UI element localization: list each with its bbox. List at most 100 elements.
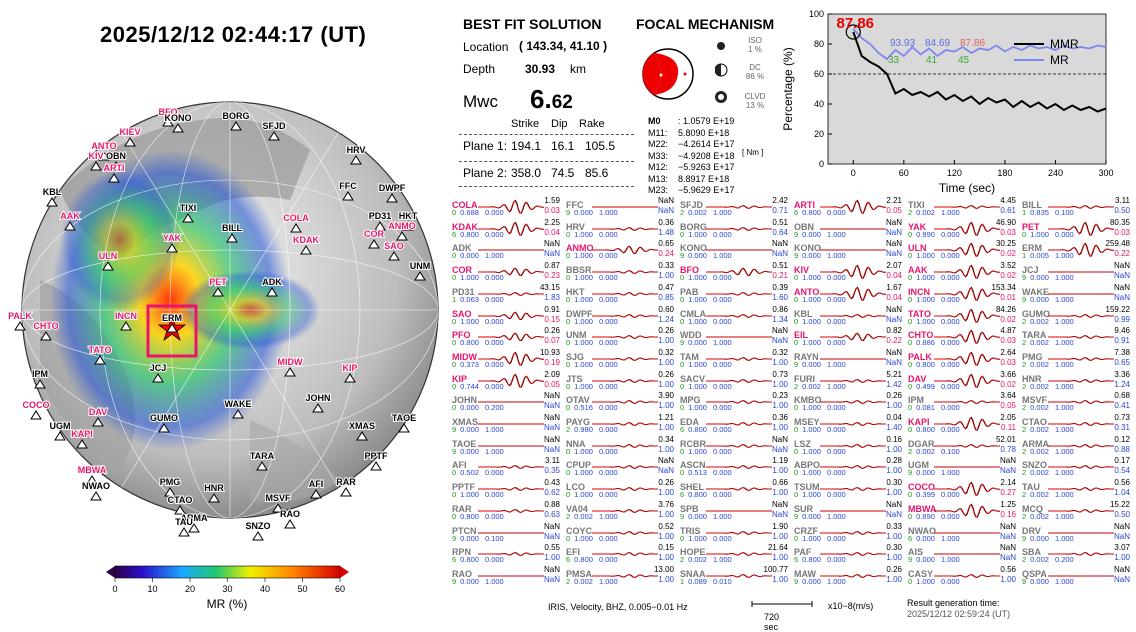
fit-numbers: 2 0.002 1.000 [1022,403,1100,412]
fit-numbers: 2 0.002 1.000 [1022,512,1100,521]
station-triangle-icon [64,221,76,231]
fit-ratio: 1.000 [1054,425,1074,434]
station-code: OTAV [566,395,590,406]
moment-param-row: M12: −5.9263 E+17 [648,162,735,174]
fit-flag: 2 [1022,425,1027,434]
station-triangle-icon [34,379,46,389]
station-triangle-icon [124,137,136,147]
station-label: BFO [159,107,178,117]
amplitude-value: NaN [543,413,560,422]
station-code: COYC [566,525,593,536]
waveform-cell: RAR 0 0.800 0.000 0.88 0.63 [450,500,562,522]
fit-ratio: 0.000 [598,251,618,261]
variance-value: 0.03 [1000,357,1016,367]
fit-flag: 0 [680,229,685,239]
station-marker: XMAS [348,420,376,441]
fit-numbers: 0 0.502 0.000 [452,468,530,477]
fit-numbers: 0 1.000 0.000 [680,534,758,543]
fit-numbers: 0 0.000 0.200 [452,403,530,412]
station-code: MIDW [452,351,477,362]
fit-ratio: 0.000 [598,273,618,283]
waveform-trace [934,481,1000,497]
fit-flag: 0 [452,316,457,326]
station-triangle-icon [98,151,110,161]
fit-weight: 1.000 [802,403,821,413]
station-label: ARTI [104,163,125,173]
station-code: SHEL [680,482,705,493]
waveform-cell: CPUP 0 1.000 0.000 NaN NaN [564,456,676,478]
fit-ratio: 0.000 [712,425,732,434]
fit-ratio: 1.000 [712,208,732,217]
variance-value: NaN [771,444,788,454]
amplitude-value: NaN [771,499,788,509]
station-label: KAPI [71,429,93,439]
station-code: MAW [794,568,816,579]
station-marker: ERM [161,312,183,333]
fit-weight: 1.000 [574,381,593,391]
station-triangle-icon [396,231,408,241]
location-label: Location [463,40,509,54]
station-label: SNZO [245,521,270,531]
fit-flag: 6 [794,555,799,565]
station-code: WDD [680,330,702,341]
colorbar-tick-label: 40 [260,584,270,594]
station-code: SUR [794,503,814,514]
waveform-cell: JCJ 9 0.000 1.000 NaN NaN [1020,261,1132,283]
fit-ratio: 0.000 [826,273,846,283]
waveform-trace [592,552,658,557]
fit-ratio: 0.200 [484,403,504,413]
amplitude-value: 2.42 [772,196,788,205]
waveform-cell: PALK 0 0.800 0.000 2.64 0.03 [906,348,1018,370]
station-code: ABPO [794,460,821,471]
fit-weight: 1.000 [1030,229,1049,239]
waveform-trace [478,311,544,320]
fit-numbers: 9 0.000 1.000 [680,251,758,260]
fit-ratio: 0.000 [940,251,960,261]
amplitude-value: 0.82 [886,326,902,336]
fit-weight: 0.800 [460,338,479,348]
fit-numbers: 9 0.000 1.000 [452,577,530,586]
fit-numbers: 0 1.000 0.000 [452,273,530,282]
fit-weight: 0.516 [574,403,593,413]
fit-flag: 0 [452,251,457,261]
fit-ratio: 0.000 [484,229,504,239]
waveform-cell: ANTO 0 1.000 0.000 1.67 0.04 [792,283,904,305]
fit-numbers: 0 1.000 0.000 [908,273,986,282]
colorbar-tick-label: 10 [147,584,157,594]
fit-flag: 2 [566,576,571,586]
fit-flag: 6 [680,490,685,500]
station-code: RAO [452,568,472,579]
variance-value: 1.40 [886,423,902,432]
station-code: KBL [794,308,813,319]
fit-numbers: 0 1.000 0.000 [908,295,986,304]
fit-weight: 1.000 [802,468,821,478]
variance-value: 1.00 [658,357,674,367]
variance-value: NaN [885,227,902,237]
fit-weight: 0.002 [1030,446,1049,456]
variance-value: NaN [1113,292,1130,302]
fit-ratio: 0.000 [940,316,960,326]
waveform-cell: PD31 1 0.063 0.000 43.15 1.83 [450,283,562,305]
fit-numbers: 9 0.000 1.000 [452,425,530,434]
mr-value-label: 87.86 [960,38,985,49]
fit-ratio: 0.000 [940,294,960,304]
waveform-trace [1048,422,1114,426]
waveform-trace [1048,575,1114,577]
amplitude-value: NaN [1113,521,1130,531]
station-code: COR [452,265,472,276]
waveform-trace [592,357,658,361]
amplitude-value: NaN [543,391,560,401]
waveform-trace [934,329,1000,345]
station-code: SACV [680,373,706,384]
fit-flag: 6 [794,208,799,217]
waveform-trace [820,286,886,301]
fit-ratio: 0.000 [598,338,618,348]
waveform-trace [1048,271,1114,273]
station-code: ULN [908,243,927,254]
station-code: COCO [908,482,935,493]
station-triangle-icon [76,439,88,449]
fit-weight: 0.000 [574,208,593,217]
fit-flag: 2 [566,425,571,434]
fit-weight: 0.002 [1030,555,1049,565]
y-tick-label: 20 [814,129,824,139]
